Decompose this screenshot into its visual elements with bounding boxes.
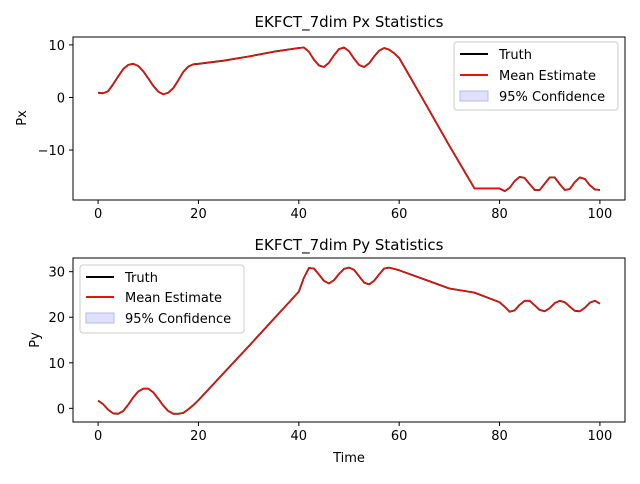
px-y-tick-label: 0 — [57, 91, 65, 106]
py-legend-confidence-label: 95% Confidence — [125, 312, 231, 327]
py-y-axis-label: Py — [28, 332, 43, 348]
py-legend-confidence-swatch — [85, 312, 115, 324]
py-chart-title: EKFCT_7dim Py Statistics — [255, 236, 444, 255]
px-legend: Truth Mean Estimate 95% Confidence — [453, 41, 619, 111]
px-chart-title: EKFCT_7dim Px Statistics — [255, 13, 444, 32]
px-series-group — [97, 46, 600, 193]
px-x-tick-label: 60 — [391, 207, 408, 222]
py-legend: Truth Mean Estimate 95% Confidence — [79, 264, 245, 334]
px-legend-confidence-label: 95% Confidence — [499, 90, 605, 105]
py-series-group — [97, 266, 601, 415]
px-x-tick-label: 20 — [190, 207, 207, 222]
py-chart: EKFCT_7dim Py Statistics Py Time 0 20 40 60… — [28, 236, 626, 466]
py-legend-estimate-label: Mean Estimate — [125, 291, 222, 306]
px-legend-box — [453, 41, 619, 111]
py-x-tick-label: 100 — [587, 429, 612, 444]
py-y-tick-label: 0 — [57, 402, 65, 417]
py-tick-group: 0 20 40 60 80 100 0 10 20 30 — [48, 266, 612, 444]
py-y-tick-label: 30 — [48, 266, 65, 281]
py-x-tick-label: 80 — [491, 429, 508, 444]
py-x-tick-label: 20 — [190, 429, 207, 444]
px-series-mean-estimate — [98, 46, 600, 192]
py-x-tick-label: 60 — [391, 429, 408, 444]
px-legend-estimate-label: Mean Estimate — [499, 69, 596, 84]
py-x-tick-label: 40 — [291, 429, 308, 444]
px-chart: EKFCT_7dim Px Statistics Px 0 20 40 60 80 100… — [15, 13, 626, 222]
px-legend-truth-label: Truth — [498, 48, 532, 63]
py-legend-truth-label: Truth — [124, 271, 158, 286]
py-plot-frame — [72, 257, 626, 423]
px-y-axis-label: Px — [15, 110, 30, 126]
px-legend-confidence-swatch — [459, 90, 489, 102]
py-y-tick-label: 10 — [48, 357, 65, 372]
px-y-tick-label: 10 — [48, 39, 65, 54]
px-y-tick-label: −10 — [38, 144, 65, 159]
py-legend-box — [79, 264, 245, 334]
px-plot-frame — [72, 36, 626, 201]
px-x-tick-label: 0 — [94, 207, 102, 222]
py-series-mean-estimate — [97, 266, 601, 415]
py-x-axis-label: Time — [332, 451, 365, 466]
py-y-tick-label: 20 — [48, 311, 65, 326]
px-x-tick-label: 40 — [291, 207, 308, 222]
px-x-tick-label: 100 — [587, 207, 612, 222]
py-x-tick-label: 0 — [94, 429, 102, 444]
px-x-tick-label: 80 — [491, 207, 508, 222]
